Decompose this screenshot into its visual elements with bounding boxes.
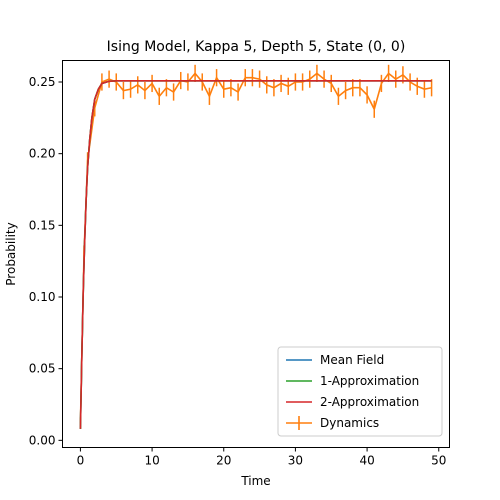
y-tick-label: 0.05 bbox=[29, 362, 56, 376]
legend-item: 2-Approximation bbox=[286, 395, 419, 409]
series-2-approximation bbox=[79, 80, 432, 429]
x-tick-label: 0 bbox=[77, 454, 85, 468]
legend-item: 1-Approximation bbox=[286, 374, 419, 388]
legend-label: Mean Field bbox=[320, 353, 384, 367]
series-line-2-approximation bbox=[79, 80, 432, 429]
x-axis-label: Time bbox=[240, 474, 270, 488]
legend-label: 1-Approximation bbox=[320, 374, 419, 388]
plot-frame bbox=[62, 60, 450, 448]
series-line-dynamics bbox=[79, 72, 432, 424]
y-tick-label: 0.20 bbox=[29, 147, 56, 161]
series-layer bbox=[79, 64, 433, 429]
x-tick-label: 40 bbox=[359, 454, 374, 468]
y-tick-label: 0.25 bbox=[29, 75, 56, 89]
x-tick-label: 20 bbox=[216, 454, 231, 468]
legend: Mean Field 1-Approximation 2-Approximation… bbox=[277, 346, 443, 437]
legend-box bbox=[277, 346, 443, 437]
x-tick-label: 30 bbox=[288, 454, 303, 468]
x-tick-label: 50 bbox=[431, 454, 446, 468]
legend-item: Dynamics bbox=[286, 416, 379, 430]
y-tick-label: 0.00 bbox=[29, 433, 56, 447]
y-axis-label: Probability bbox=[4, 222, 18, 285]
chart-title: Ising Model, Kappa 5, Depth 5, State (0,… bbox=[107, 39, 406, 55]
y-tick-label: 0.10 bbox=[29, 290, 56, 304]
legend-label: Dynamics bbox=[320, 416, 379, 430]
legend-item: Mean Field bbox=[286, 353, 384, 367]
x-tick-label: 10 bbox=[144, 454, 159, 468]
legend-label: 2-Approximation bbox=[320, 395, 419, 409]
plot-area bbox=[62, 60, 450, 448]
x-axis: 0 10 20 30 40 50 bbox=[77, 447, 446, 468]
y-tick-label: 0.15 bbox=[29, 218, 56, 232]
y-axis: 0.00 0.05 0.10 0.15 0.20 0.25 bbox=[29, 75, 63, 447]
